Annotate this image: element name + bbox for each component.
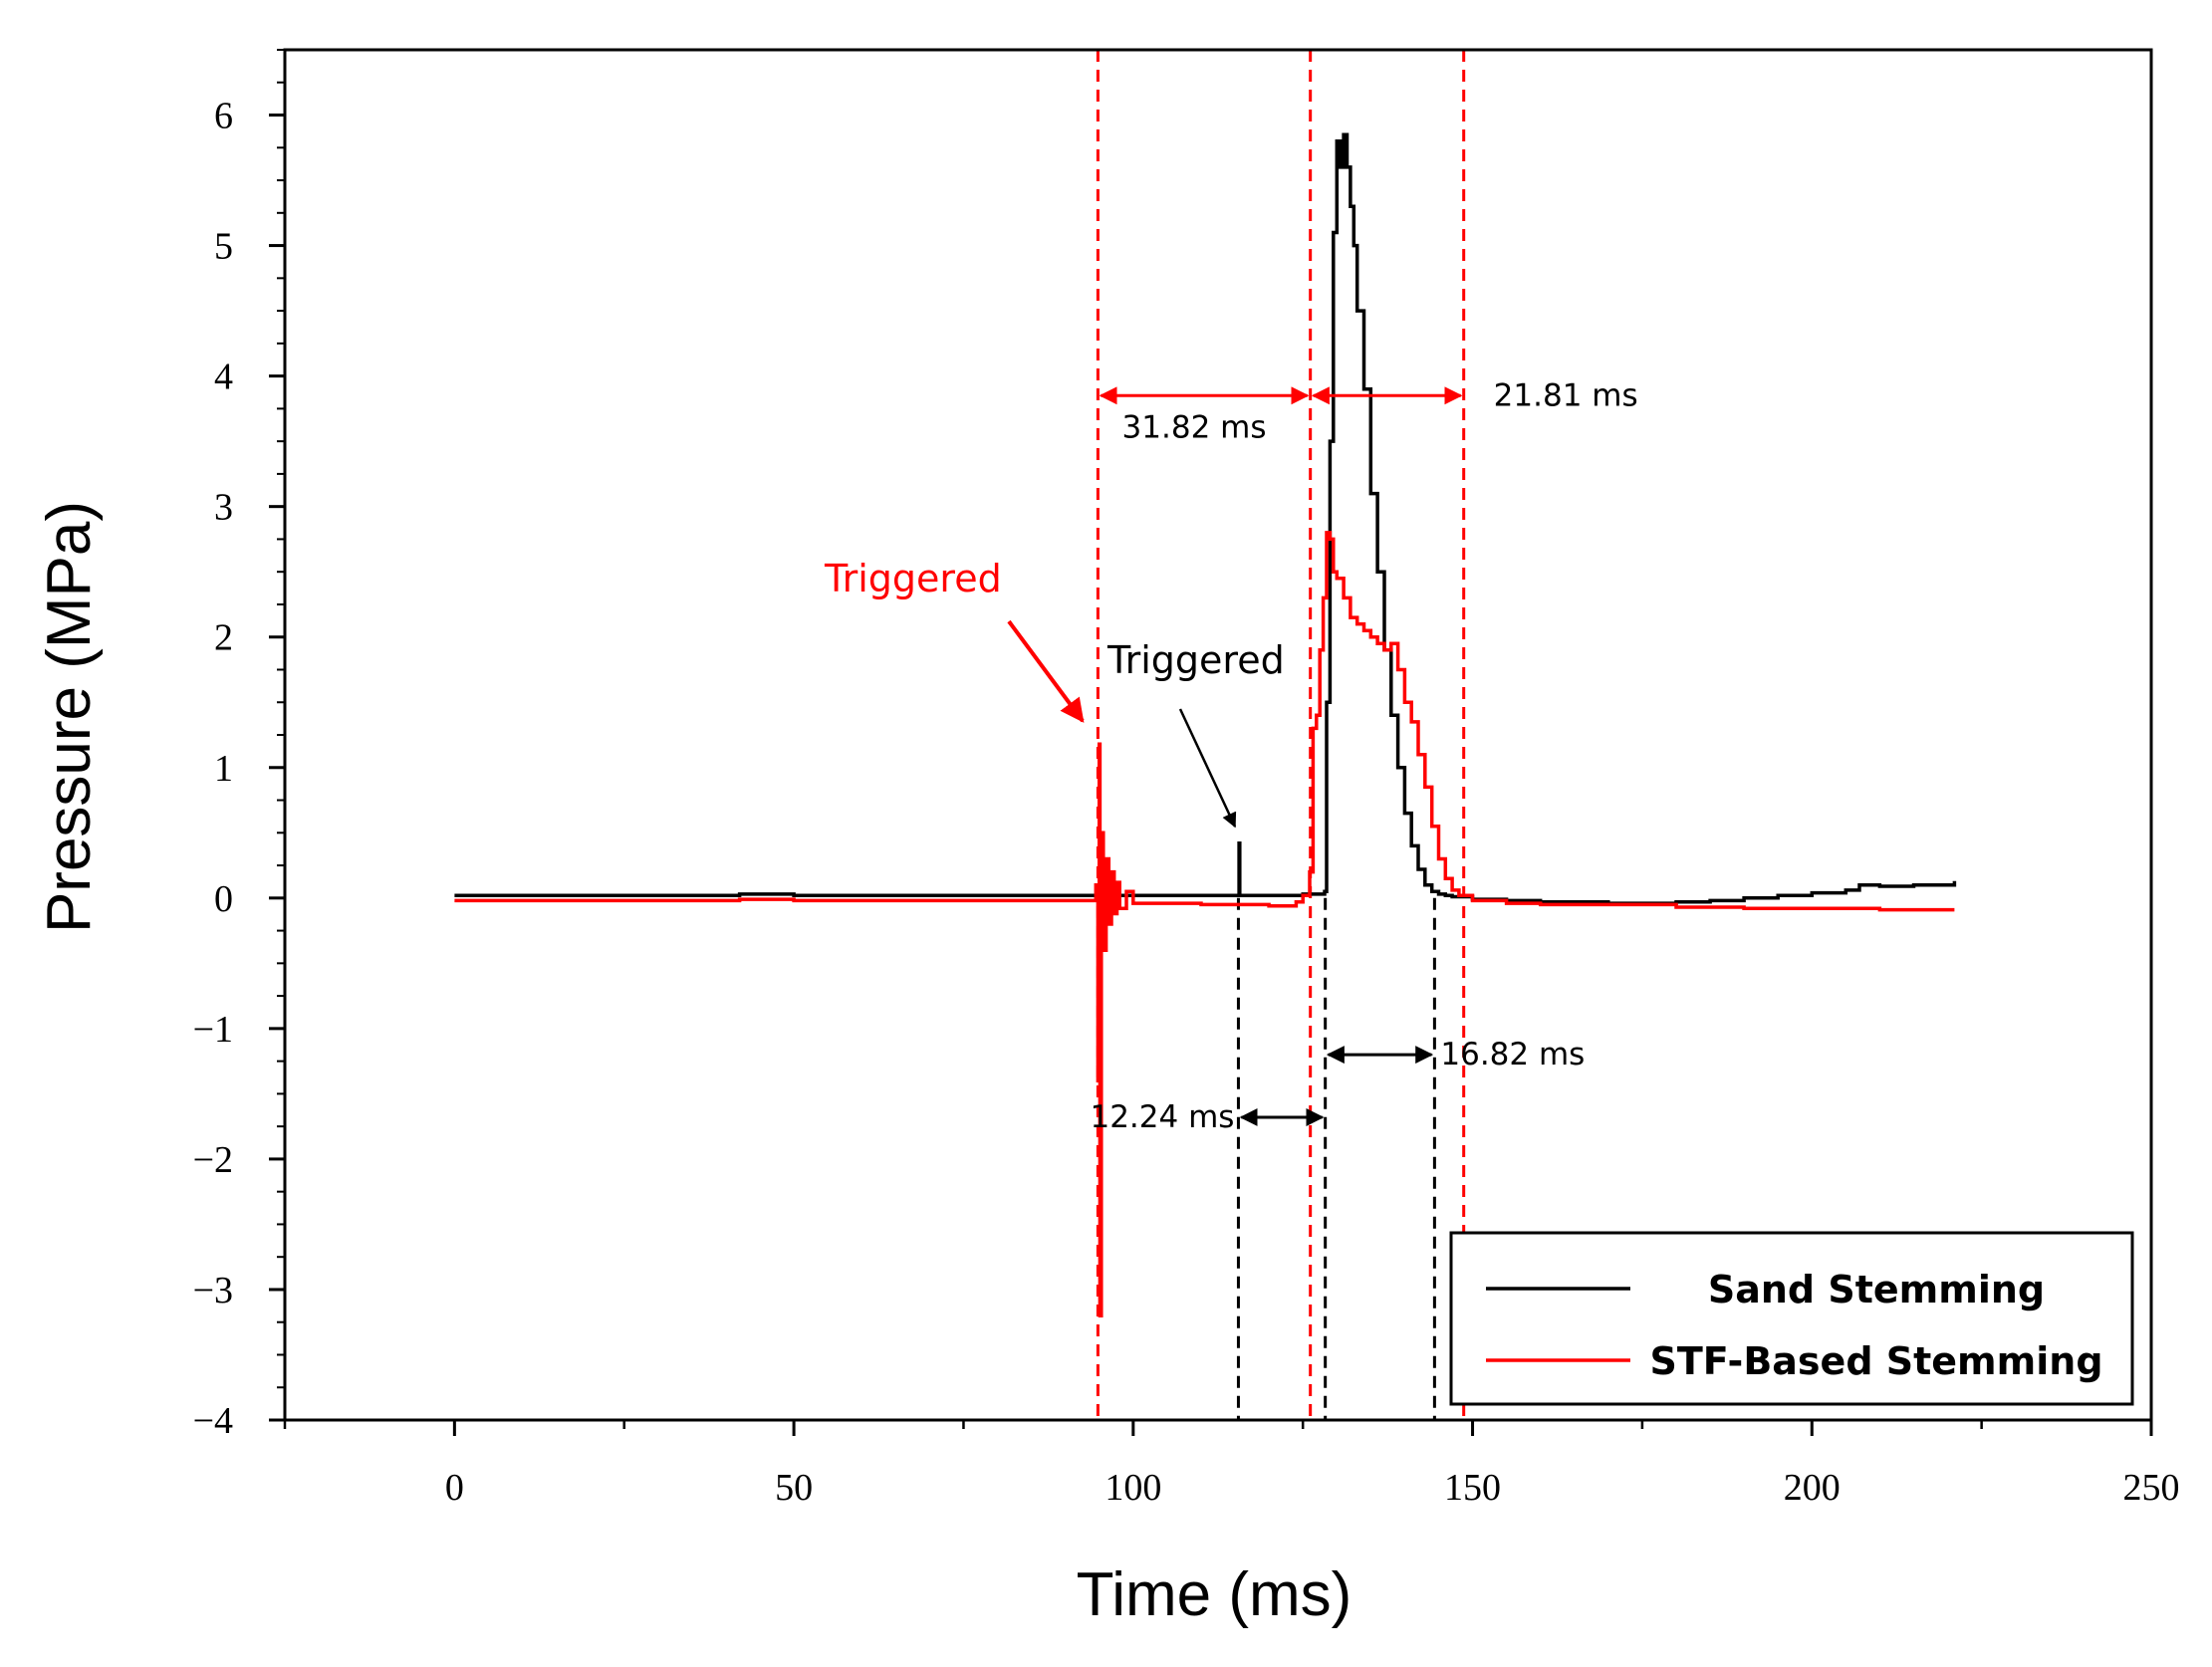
trigger-label-blk-trig: Triggered bbox=[1106, 638, 1285, 682]
y-tick-label-1: 1 bbox=[214, 748, 233, 790]
x-tick-label-100: 100 bbox=[1105, 1467, 1161, 1509]
annotation-label-blk-12: 12.24 ms bbox=[1090, 1099, 1234, 1135]
y-tick-label-5: 5 bbox=[214, 226, 233, 268]
x-tick-label-250: 250 bbox=[2123, 1467, 2180, 1509]
y-tick-label-4: 4 bbox=[214, 357, 233, 398]
x-tick-label-50: 50 bbox=[775, 1467, 813, 1509]
plot-frame bbox=[283, 48, 2153, 1422]
series-group bbox=[454, 132, 1957, 1317]
x-tick-label-200: 200 bbox=[1784, 1467, 1841, 1509]
legend: Sand Stemming STF-Based Stemming bbox=[1449, 1231, 2134, 1406]
legend-label-sand-stemming: Sand Stemming bbox=[1708, 1268, 2045, 1311]
y-tick-label--1: −1 bbox=[193, 1009, 233, 1051]
y-tick-label--4: −4 bbox=[193, 1400, 233, 1442]
trigger-label-red-trig: Triggered bbox=[824, 557, 1002, 600]
x-tick-label-150: 150 bbox=[1444, 1467, 1501, 1509]
y-tick-label--2: −2 bbox=[193, 1139, 233, 1181]
annotation-label-blk-16: 16.82 ms bbox=[1440, 1037, 1585, 1072]
y-tick-label-0: 0 bbox=[214, 878, 233, 920]
series-line-stf-based-stemming bbox=[454, 531, 1955, 1317]
legend-label-stf-based-stemming: STF-Based Stemming bbox=[1649, 1339, 2102, 1383]
y-tick-label-3: 3 bbox=[214, 487, 233, 529]
legend-box bbox=[1449, 1231, 2134, 1406]
trigger-arrow-red-trig bbox=[1007, 619, 1085, 723]
y-tick-label--3: −3 bbox=[193, 1270, 233, 1311]
reference-lines bbox=[1096, 50, 1466, 1420]
annotation-label-red-21: 21.81 ms bbox=[1494, 377, 1638, 413]
trigger-arrow-blk-trig bbox=[1178, 708, 1237, 829]
x-axis-title: Time (ms) bbox=[1077, 1560, 1352, 1629]
annotation-label-red-31: 31.82 ms bbox=[1122, 409, 1267, 445]
x-tick-label-0: 0 bbox=[445, 1467, 464, 1509]
y-axis-title: Pressure (MPa) bbox=[35, 501, 104, 933]
y-tick-label-6: 6 bbox=[214, 96, 233, 137]
y-tick-label-2: 2 bbox=[214, 617, 233, 659]
series-line-sand-stemming bbox=[454, 132, 1957, 905]
axes-group: 0 50 100 150 200 250 −4 −3 −2 −1 0 1 2 3 4 5 6 bbox=[193, 48, 2180, 1509]
annotations-group: 31.82 ms 21.81 ms 16.82 ms 12.24 ms Triggere… bbox=[824, 377, 1638, 1135]
